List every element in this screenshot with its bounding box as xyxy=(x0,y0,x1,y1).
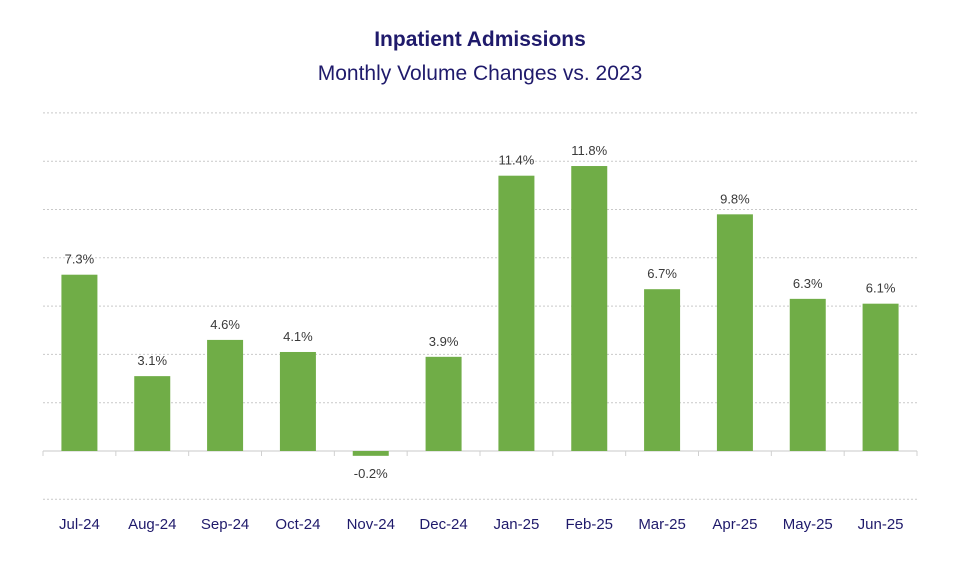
bar xyxy=(425,356,462,451)
x-tick-label: Oct-24 xyxy=(275,516,320,533)
bar xyxy=(498,175,535,451)
x-tick-label: Jan-25 xyxy=(493,516,539,533)
bar xyxy=(789,298,826,451)
bar xyxy=(862,303,899,451)
x-tick-label: May-25 xyxy=(783,516,833,533)
chart-title: Inpatient Admissions xyxy=(374,28,586,51)
data-label: 3.1% xyxy=(137,353,167,368)
bar xyxy=(61,274,98,451)
bar xyxy=(207,339,244,451)
data-label: 4.1% xyxy=(283,329,313,344)
bar xyxy=(571,166,608,451)
bar xyxy=(279,351,316,451)
bar xyxy=(644,289,681,451)
x-tick-label: Dec-24 xyxy=(419,516,467,533)
x-tick-label: Sep-24 xyxy=(201,516,249,533)
data-label: 7.3% xyxy=(65,252,95,267)
bar xyxy=(716,214,753,451)
x-tick-label: Aug-24 xyxy=(128,516,176,533)
x-tick-label: Feb-25 xyxy=(565,516,613,533)
data-label: 4.6% xyxy=(210,317,240,332)
data-label: 11.4% xyxy=(498,153,534,168)
data-label: -0.2% xyxy=(354,466,388,481)
data-label: 3.9% xyxy=(429,334,459,349)
data-label: 6.3% xyxy=(793,276,823,291)
x-tick-label: Apr-25 xyxy=(712,516,757,533)
bar xyxy=(352,451,389,456)
x-tick-label: Nov-24 xyxy=(347,516,395,533)
chart-subtitle: Monthly Volume Changes vs. 2023 xyxy=(317,62,643,85)
x-tick-label: Jul-24 xyxy=(59,516,100,533)
x-tick-label: Jun-25 xyxy=(858,516,904,533)
bar xyxy=(134,376,171,451)
data-label: 6.1% xyxy=(866,281,896,296)
data-label: 11.8% xyxy=(571,143,607,158)
data-label: 6.7% xyxy=(647,266,677,281)
data-label: 9.8% xyxy=(720,191,750,206)
x-tick-label: Mar-25 xyxy=(638,516,686,533)
